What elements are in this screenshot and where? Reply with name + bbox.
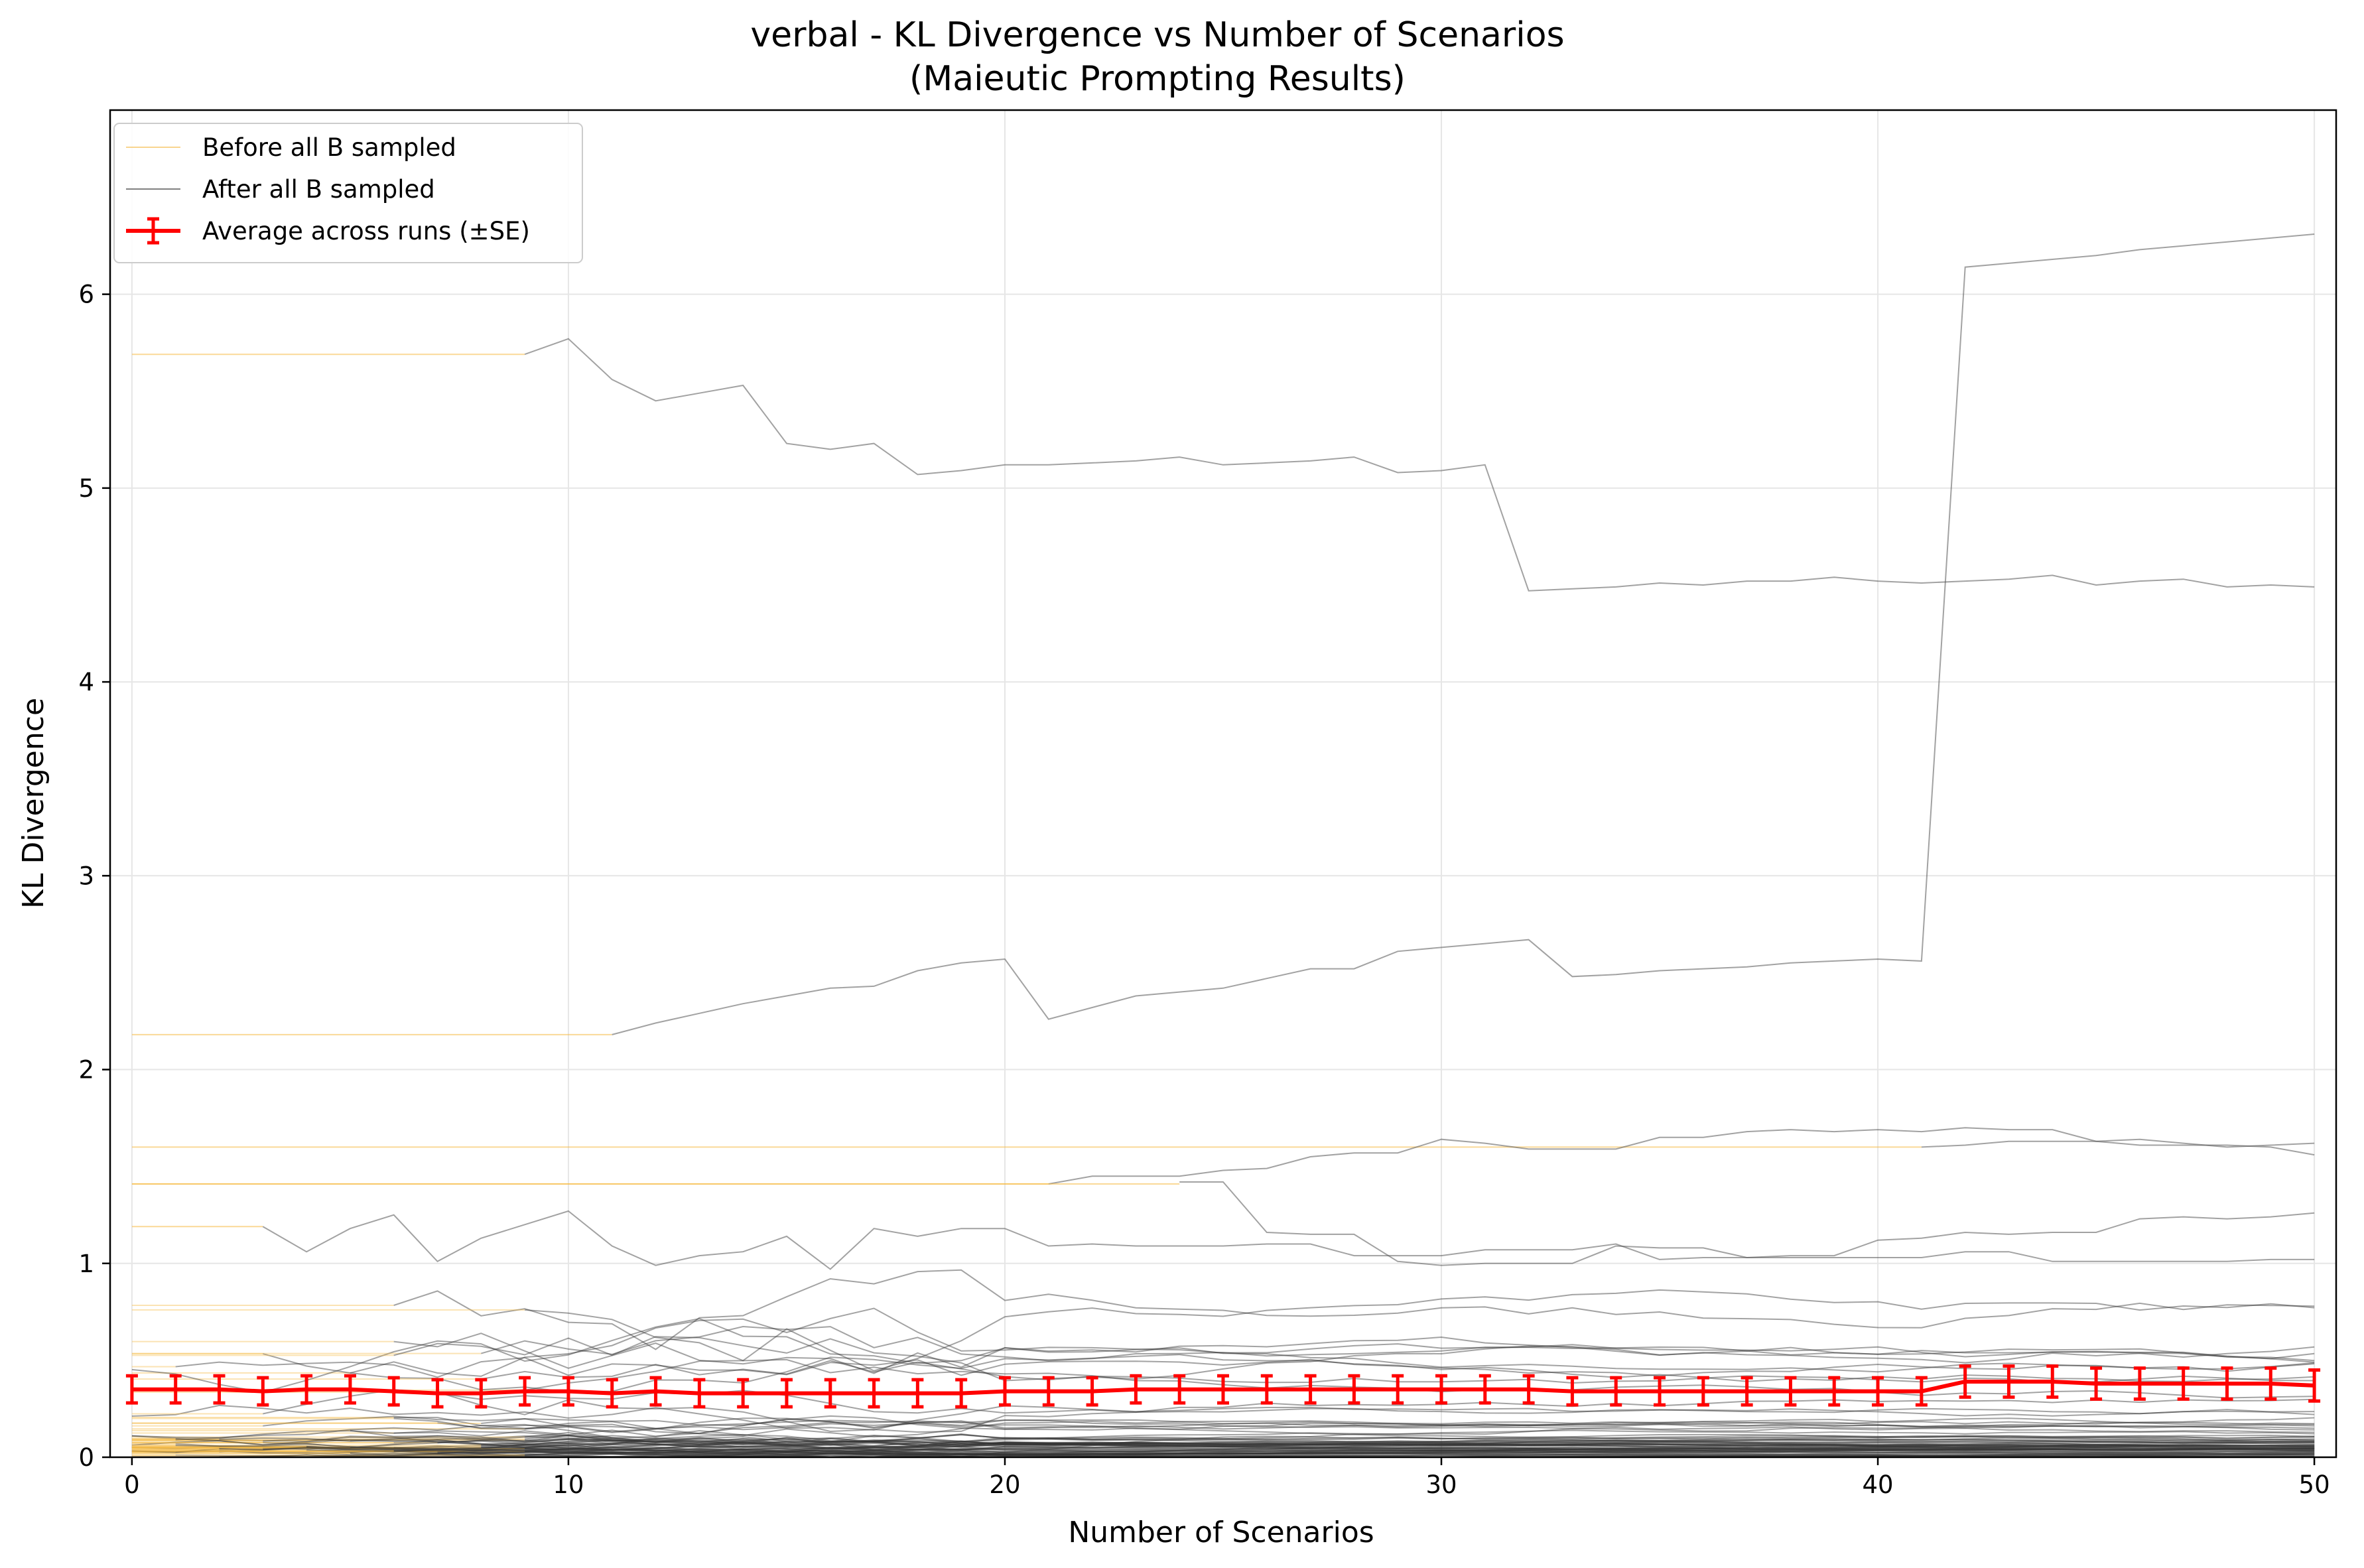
- y-tick-label: 0: [78, 1443, 94, 1472]
- run-after-line-0: [524, 338, 2315, 592]
- background-run-after: [525, 1434, 2315, 1450]
- background-run-after: [525, 1434, 2315, 1448]
- background-run-after: [525, 1451, 2315, 1458]
- background-run-after: [131, 1441, 2315, 1453]
- background-run-after: [131, 1318, 2315, 1394]
- background-run-after: [393, 1419, 2315, 1437]
- axis-ticks: 0 10 20 30 40 50 0 1 2 3 4 5 6: [78, 281, 2330, 1499]
- background-run-after: [263, 1447, 2315, 1458]
- x-tick-label: 0: [124, 1470, 140, 1499]
- legend: Before all B sampled After all B sampled…: [113, 123, 583, 263]
- background-runs: [131, 1269, 2315, 1458]
- y-tick-label: 3: [78, 862, 94, 890]
- chart-subtitle: (Maieutic Prompting Results): [909, 59, 1406, 99]
- background-run-after: [437, 1439, 2315, 1449]
- background-run-after: [393, 1269, 2315, 1350]
- y-tick-label: 5: [78, 474, 94, 503]
- x-tick-label: 10: [553, 1470, 584, 1499]
- run-after-line-4: [262, 1210, 2315, 1270]
- background-run-after: [437, 1417, 2315, 1438]
- background-run-after: [437, 1450, 2315, 1458]
- run-lines: [131, 233, 2315, 1270]
- background-run-after: [393, 1336, 2315, 1382]
- background-run-after: [524, 1431, 2315, 1447]
- background-run-after: [481, 1441, 2315, 1449]
- y-tick-label: 6: [78, 281, 94, 309]
- chart-title: verbal - KL Divergence vs Number of Scen…: [750, 15, 1564, 55]
- background-run-after: [219, 1439, 2315, 1452]
- background-run-after: [437, 1391, 2315, 1433]
- background-run-after: [525, 1438, 2315, 1452]
- x-tick-label: 20: [989, 1470, 1020, 1499]
- plot-frame: [109, 109, 2337, 1459]
- background-run-after: [263, 1435, 2315, 1447]
- background-run-after: [481, 1325, 2315, 1362]
- y-axis-label: KL Divergence: [17, 698, 50, 909]
- y-tick-label: 4: [78, 668, 94, 696]
- background-run-after: [263, 1445, 2315, 1455]
- background-run-after: [131, 1442, 2315, 1453]
- background-run-after: [393, 1441, 2315, 1455]
- background-run-after: [306, 1445, 2315, 1454]
- y-tick-label: 1: [78, 1250, 94, 1278]
- background-run-after: [306, 1445, 2315, 1456]
- background-run-after: [525, 1289, 2315, 1372]
- background-run-after: [393, 1437, 2315, 1449]
- background-run-after: [219, 1442, 2315, 1453]
- background-run-after: [350, 1448, 2315, 1457]
- background-run-after: [393, 1333, 2315, 1374]
- legend-box: [113, 123, 583, 263]
- x-tick-label: 30: [1425, 1470, 1457, 1499]
- background-run-after: [350, 1429, 2315, 1443]
- background-run-after: [525, 1451, 2315, 1458]
- x-axis-label: Number of Scenarios: [1068, 1516, 1374, 1549]
- background-run-after: [175, 1436, 2315, 1455]
- legend-label-before: Before all B sampled: [202, 133, 456, 162]
- background-run-after: [263, 1415, 2315, 1433]
- background-run-after: [131, 1404, 2315, 1431]
- background-run-after: [219, 1447, 2315, 1456]
- background-run-after: [175, 1443, 2315, 1455]
- background-run-after: [393, 1446, 2315, 1454]
- run-after-line-5: [1179, 1181, 2315, 1266]
- background-run-after: [131, 1434, 2315, 1454]
- background-run-after: [175, 1430, 2315, 1447]
- background-run-after: [219, 1442, 2315, 1454]
- background-run-after: [263, 1389, 2315, 1415]
- background-run-after: [131, 1452, 2315, 1458]
- legend-label-average: Average across runs (±SE): [202, 217, 530, 245]
- background-run-after: [481, 1415, 2315, 1430]
- background-run-after: [263, 1307, 2315, 1377]
- background-run-after: [263, 1453, 2315, 1458]
- y-tick-label: 2: [78, 1056, 94, 1084]
- x-tick-label: 50: [2299, 1470, 2330, 1499]
- background-run-after: [175, 1435, 2315, 1450]
- background-run-after: [263, 1436, 2315, 1450]
- run-after-line-1: [612, 233, 2315, 1035]
- background-run-after: [350, 1439, 2315, 1453]
- background-run-after: [175, 1356, 2315, 1378]
- background-run-after: [175, 1450, 2315, 1457]
- background-run-after: [219, 1435, 2315, 1447]
- background-run-after: [350, 1354, 2315, 1393]
- legend-label-after: After all B sampled: [202, 175, 435, 204]
- background-run-after: [393, 1417, 2315, 1458]
- x-tick-label: 40: [1863, 1470, 1894, 1499]
- background-run-after: [393, 1447, 2315, 1457]
- background-run-after: [393, 1417, 2315, 1435]
- average-series: [125, 1364, 2321, 1409]
- background-run-after: [481, 1441, 2315, 1453]
- background-run-after: [306, 1446, 2315, 1455]
- background-run-after: [306, 1446, 2315, 1455]
- background-run-after: [131, 1435, 2315, 1448]
- background-run-after: [437, 1451, 2315, 1457]
- background-run-after: [219, 1452, 2315, 1458]
- background-run-after: [393, 1439, 2315, 1454]
- background-run-after: [131, 1422, 2315, 1439]
- run-after-line-3: [1048, 1127, 2315, 1185]
- background-run-after: [525, 1417, 2315, 1433]
- background-run-after: [481, 1446, 2315, 1458]
- background-run-after: [350, 1433, 2315, 1446]
